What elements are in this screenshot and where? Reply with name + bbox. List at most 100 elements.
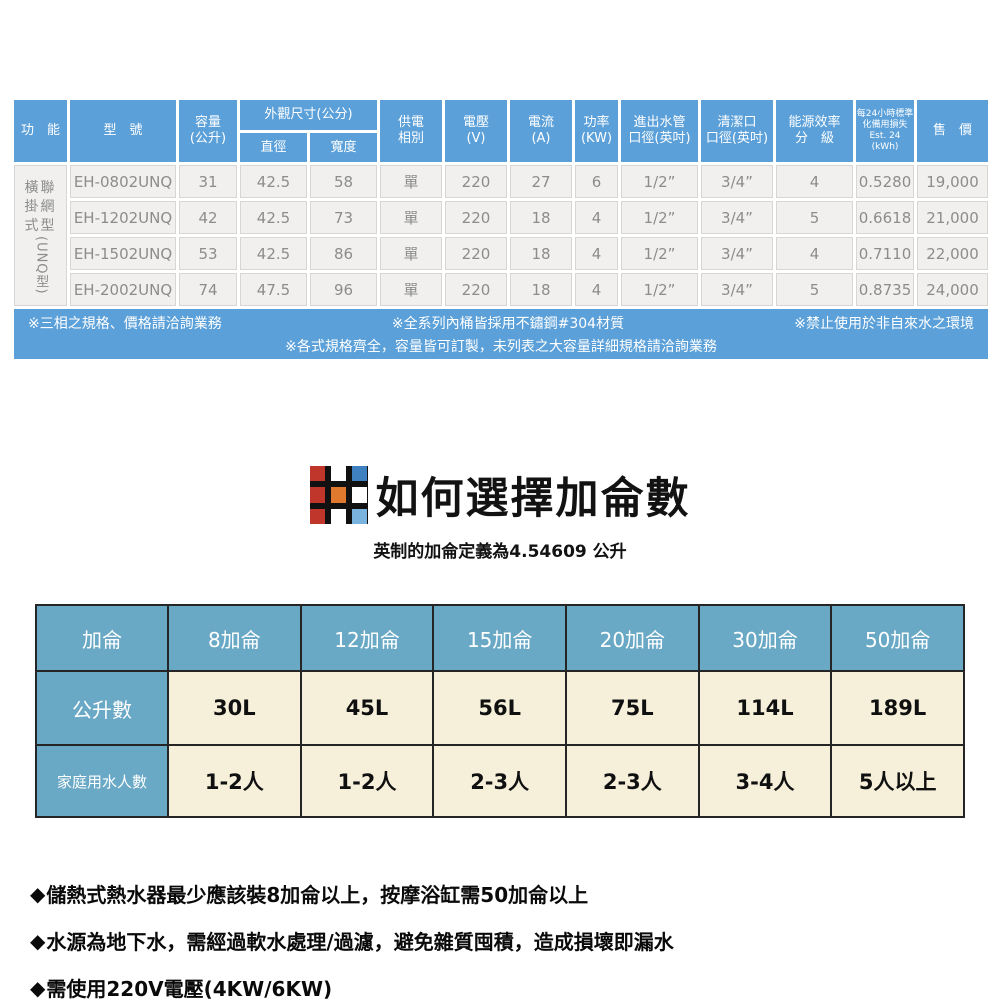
- gallon-col-header: 12加侖: [301, 606, 433, 670]
- liters-cell: 189L: [832, 672, 963, 744]
- cell-current: 27: [510, 165, 572, 198]
- cell-model: EH-1502UNQ: [70, 237, 176, 270]
- footnote-item: ◆ 需使用220V電壓(4KW/6KW): [30, 964, 674, 1000]
- footnotes: ◆ 儲熱式熱水器最少應該裝8加侖以上，按摩浴缸需50加侖以上 ◆ 水源為地下水，…: [30, 870, 674, 1000]
- cell-standby: 0.5280: [856, 165, 914, 198]
- cell-current: 18: [510, 201, 572, 234]
- cell-capacity: 53: [179, 237, 237, 270]
- cell-model: EH-2002UNQ: [70, 273, 176, 306]
- cell-power: 4: [575, 201, 618, 234]
- cell-diameter: 42.5: [240, 201, 307, 234]
- people-cell: 5人以上: [832, 746, 963, 816]
- people-cell: 1-2人: [169, 746, 300, 816]
- people-cell: 2-3人: [434, 746, 565, 816]
- liters-cell: 114L: [699, 672, 831, 744]
- logo-square: [330, 508, 347, 524]
- diamond-bullet-icon: ◆: [30, 975, 46, 1000]
- cell-capacity: 31: [179, 165, 237, 198]
- cell-energy: 5: [776, 201, 853, 234]
- people-cell: 3-4人: [699, 746, 831, 816]
- footnote-item: ◆ 水源為地下水，需經過軟水處理/過濾，避免雜質囤積，造成損壞即漏水: [30, 917, 674, 964]
- cell-inlet: 1/2”: [621, 273, 698, 306]
- logo-square: [309, 487, 325, 503]
- cell-capacity: 74: [179, 273, 237, 306]
- cell-clean: 3/4”: [701, 165, 773, 198]
- cell-energy: 4: [776, 237, 853, 270]
- cell-clean: 3/4”: [701, 201, 773, 234]
- cell-width: 96: [310, 273, 377, 306]
- people-cell: 2-3人: [567, 746, 698, 816]
- col-header-power: 功率 (KW): [575, 100, 618, 162]
- col-header-dimensions: 外觀尺寸(公分): [240, 100, 377, 130]
- logo-square: [352, 508, 368, 524]
- diamond-bullet-icon: ◆: [30, 881, 46, 906]
- brand-grid-icon: [309, 466, 368, 524]
- note-material: ※全系列內桶皆採用不鏽鋼#304材質: [391, 315, 625, 332]
- col-header-current: 電流 (A): [510, 100, 572, 162]
- cell-standby: 0.7110: [856, 237, 914, 270]
- col-header-clean-port: 清潔口 口徑(英吋): [701, 100, 773, 162]
- footnote-text: 水源為地下水，需經過軟水處理/過濾，避免雜質囤積，造成損壞即漏水: [46, 930, 674, 954]
- col-header-energy-rating: 能源效率分 級: [776, 100, 853, 162]
- cell-clean: 3/4”: [701, 273, 773, 306]
- spec-table: 功 能 型 號 容量 (公升) 外觀尺寸(公分) 直徑 寬度 供電 相別 電壓 (V)…: [14, 100, 988, 359]
- cell-phase: 單: [380, 201, 442, 234]
- cell-model: EH-0802UNQ: [70, 165, 176, 198]
- note-water-restriction: ※禁止使用於非自來水之環境: [794, 315, 974, 332]
- cell-current: 18: [510, 237, 572, 270]
- gallon-col-header: 50加侖: [832, 606, 963, 670]
- section-title: 如何選擇加侖數: [375, 474, 691, 524]
- col-header-voltage: 電壓 (V): [445, 100, 507, 162]
- people-cell: 1-2人: [301, 746, 433, 816]
- footnote-text: 儲熱式熱水器最少應該裝8加侖以上，按摩浴缸需50加侖以上: [46, 883, 589, 907]
- liters-row-label: 公升數: [37, 672, 167, 744]
- footnote-text: 需使用220V電壓(4KW/6KW): [46, 977, 333, 1000]
- cell-standby: 0.8735: [856, 273, 914, 306]
- col-header-model: 型 號: [70, 100, 176, 162]
- cell-inlet: 1/2”: [621, 237, 698, 270]
- cell-phase: 單: [380, 165, 442, 198]
- cell-price: 19,000: [917, 165, 988, 198]
- cell-price: 24,000: [917, 273, 988, 306]
- cell-capacity: 42: [179, 201, 237, 234]
- col-header-phase: 供電 相別: [380, 100, 442, 162]
- col-header-standby-loss: 每24小時標準 化備用損失 Est. 24 (kWh): [856, 100, 914, 162]
- logo-square: [309, 508, 325, 524]
- cell-diameter: 42.5: [240, 237, 307, 270]
- cell-standby: 0.6618: [856, 201, 914, 234]
- col-header-capacity: 容量 (公升): [179, 100, 237, 162]
- liters-cell: 56L: [434, 672, 565, 744]
- col-header-width: 寬度: [310, 133, 377, 162]
- cell-phase: 單: [380, 273, 442, 306]
- cell-inlet: 1/2”: [621, 165, 698, 198]
- logo-square: [352, 487, 368, 503]
- function-type-cell: 橫聯 掛網 式型 (UNQ型): [14, 165, 67, 306]
- cell-power: 6: [575, 165, 618, 198]
- cell-phase: 單: [380, 237, 442, 270]
- cell-voltage: 220: [445, 237, 507, 270]
- cell-energy: 5: [776, 273, 853, 306]
- cell-diameter: 47.5: [240, 273, 307, 306]
- gallon-col-header: 15加侖: [434, 606, 565, 670]
- cell-model: EH-1202UNQ: [70, 201, 176, 234]
- gallon-section-header: 如何選擇加侖數: [0, 464, 1000, 526]
- cell-diameter: 42.5: [240, 165, 307, 198]
- cell-voltage: 220: [445, 165, 507, 198]
- gallon-table: 加侖 8加侖 12加侖 15加侖 20加侖 30加侖 50加侖 公升數 30L …: [35, 604, 965, 818]
- gallon-definition-subtitle: 英制的加侖定義為4.54609 公升: [373, 542, 627, 562]
- logo-square: [330, 487, 347, 503]
- liters-cell: 45L: [301, 672, 433, 744]
- col-header-inlet-pipe: 進出水管 口徑(英吋): [621, 100, 698, 162]
- gallon-col-header: 20加侖: [567, 606, 698, 670]
- logo-square: [330, 466, 347, 482]
- cell-inlet: 1/2”: [621, 201, 698, 234]
- col-header-function: 功 能: [14, 100, 67, 162]
- cell-width: 86: [310, 237, 377, 270]
- gallon-corner-header: 加侖: [37, 606, 167, 670]
- liters-cell: 30L: [169, 672, 300, 744]
- cell-width: 58: [310, 165, 377, 198]
- cell-voltage: 220: [445, 273, 507, 306]
- cell-clean: 3/4”: [701, 237, 773, 270]
- col-header-diameter: 直徑: [240, 133, 307, 162]
